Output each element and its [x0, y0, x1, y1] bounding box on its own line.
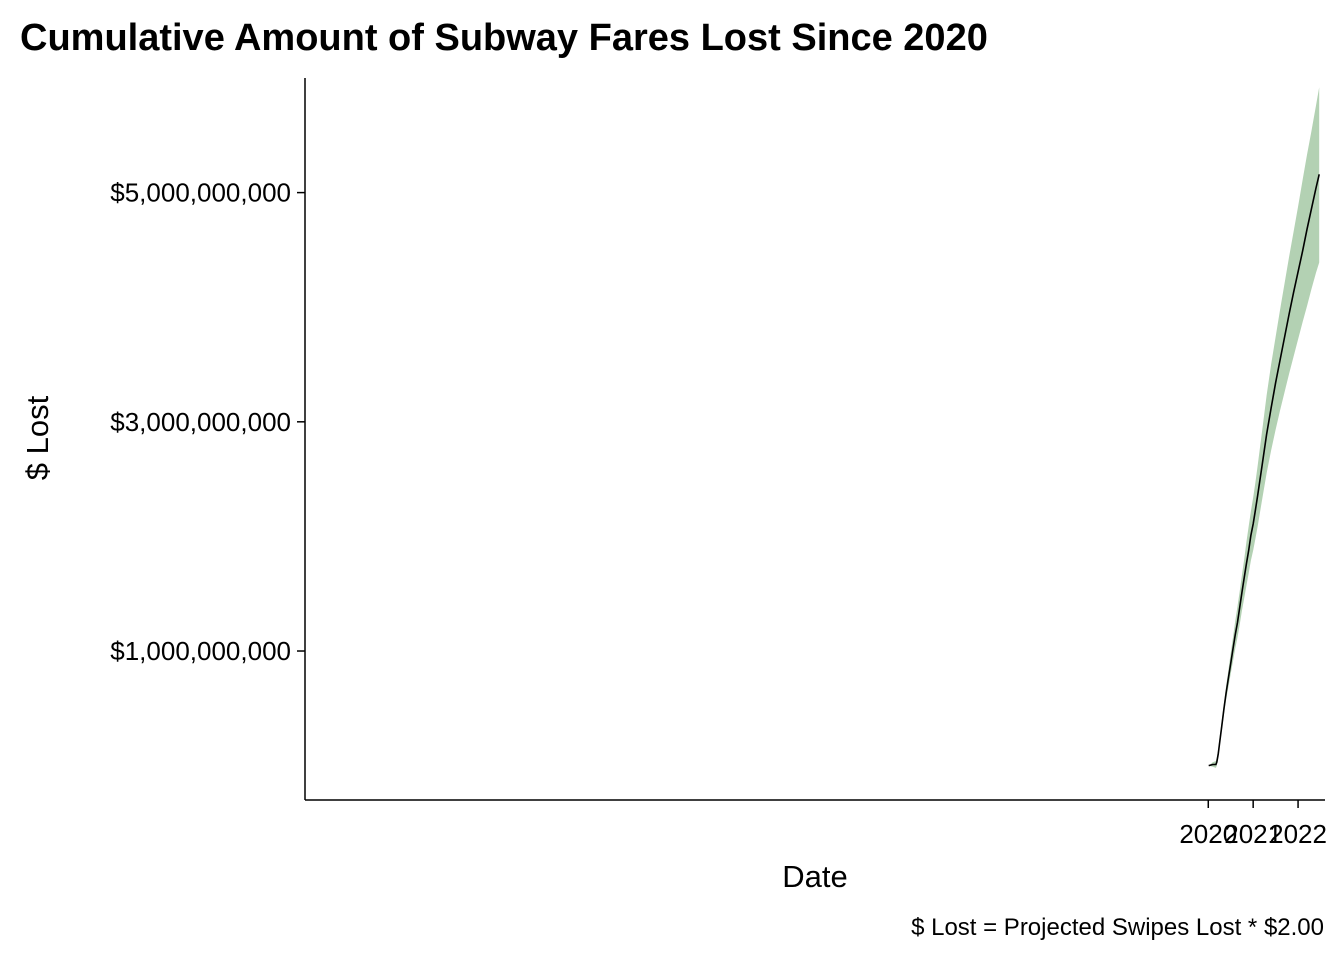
y-axis-title: $ Lost	[20, 395, 55, 480]
y-tick-label: $1,000,000,000	[110, 636, 291, 666]
chart-title: Cumulative Amount of Subway Fares Lost S…	[20, 17, 988, 59]
x-tick-label: 2020	[1179, 819, 1237, 849]
plot-area	[1208, 87, 1320, 768]
y-axis: $1,000,000,000 $3,000,000,000 $5,000,000,0…	[110, 78, 306, 800]
x-tick-label: 2022	[1269, 819, 1327, 849]
chart-caption: $ Lost = Projected Swipes Lost * $2.00	[911, 914, 1324, 941]
x-tick-label: 2021	[1224, 819, 1282, 849]
series-line	[1208, 174, 1320, 767]
y-tick-label: $5,000,000,000	[110, 178, 291, 208]
x-axis-title: Date	[782, 859, 847, 894]
y-tick-label: $3,000,000,000	[110, 407, 291, 437]
confidence-band	[1208, 87, 1320, 768]
